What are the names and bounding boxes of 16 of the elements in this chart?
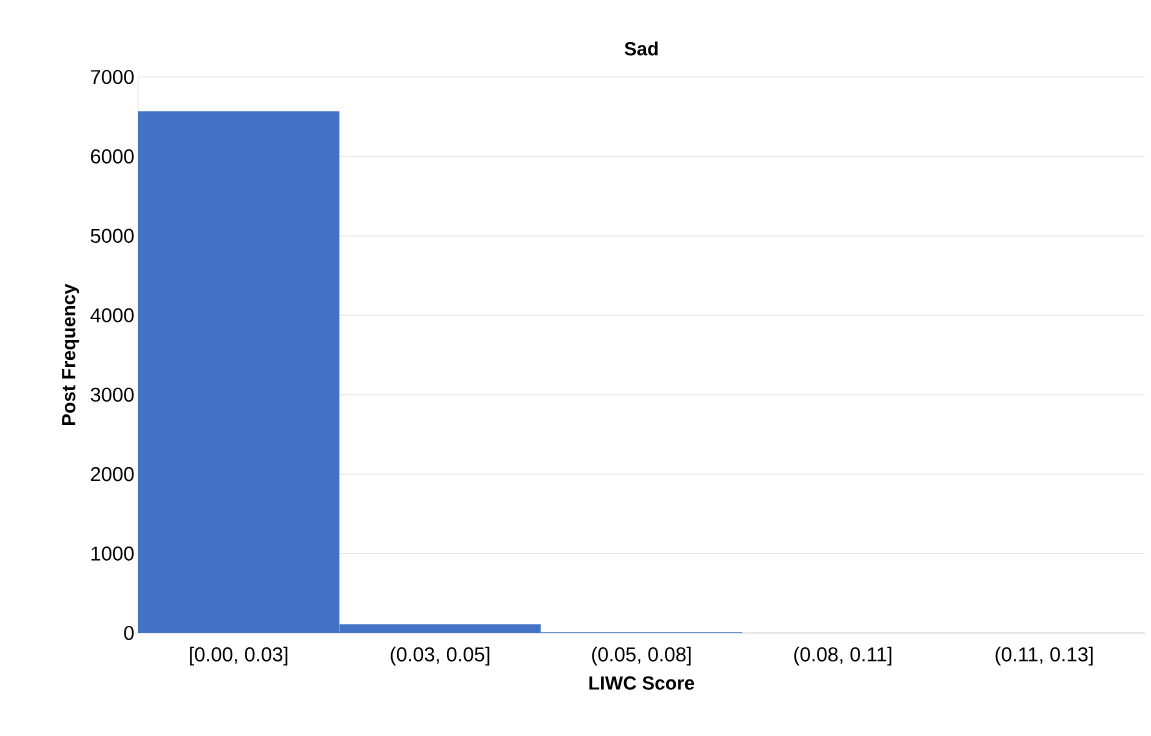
chart-title: Sad <box>624 41 658 56</box>
y-tick-label: 6000 <box>91 149 134 164</box>
y-tick-label: 7000 <box>91 69 134 85</box>
y-tick-label: 2000 <box>90 467 134 482</box>
y-tick-label: 1000 <box>91 546 134 561</box>
x-tick-label: (0.08, 0.11] <box>794 646 892 666</box>
y-tick-label: 4000 <box>90 308 134 323</box>
x-tick-label: (0.05, 0.08] <box>592 646 691 666</box>
x-tick-label: (0.11, 0.13] <box>995 646 1093 666</box>
x-axis-title: LIWC Score <box>589 676 695 690</box>
y-tick-label: 3000 <box>90 387 134 402</box>
y-tick-label: 0 <box>124 625 134 641</box>
y-tick-label: 5000 <box>90 228 134 243</box>
y-axis-title: Post Frequency <box>62 283 80 425</box>
x-tick-label: [0.00, 0.03] <box>190 646 288 666</box>
x-tick-label: (0.03, 0.05] <box>390 646 490 666</box>
